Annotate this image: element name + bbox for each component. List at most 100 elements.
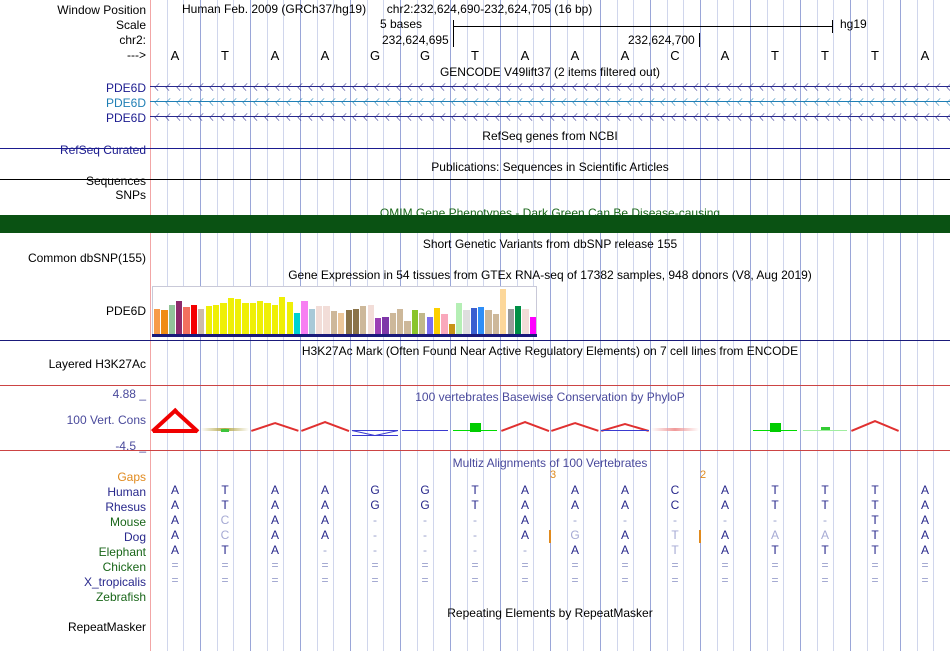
label-species-mouse[interactable]: Mouse [109, 515, 146, 529]
gtex-tissue-bar[interactable] [367, 305, 374, 335]
gtex-tissue-bar[interactable] [249, 303, 256, 335]
gtex-tissue-bar[interactable] [470, 307, 477, 335]
gtex-tissue-bar[interactable] [500, 289, 507, 335]
gtex-tissue-bar[interactable] [308, 308, 315, 335]
gtex-tissue-bar[interactable] [176, 301, 183, 335]
label-species-chicken[interactable]: Chicken [102, 560, 146, 574]
gtex-tissue-bar[interactable] [463, 310, 470, 335]
gtex-tissue-bar[interactable] [227, 298, 234, 335]
alignment-base: = [671, 558, 679, 572]
gtex-tissue-bar[interactable] [161, 310, 168, 335]
gtex-tissue-bar[interactable] [492, 314, 500, 335]
label-refseq-curated[interactable]: RefSeq Curated [59, 143, 146, 157]
gtex-tissue-bar[interactable] [338, 313, 345, 335]
refseq-feature-line[interactable] [0, 148, 950, 149]
gtex-tissue-bar[interactable] [345, 310, 352, 335]
label-gene-pde6d-2[interactable]: PDE6D [105, 96, 146, 110]
label-species-dog[interactable]: Dog [123, 530, 146, 544]
label-cons-track[interactable]: 100 Vert. Cons [66, 413, 146, 427]
gtex-tissue-bar[interactable] [279, 296, 286, 335]
label-species-human[interactable]: Human [107, 485, 146, 499]
gtex-tissue-bar[interactable] [257, 300, 264, 335]
gene-direction-arrow [572, 98, 581, 106]
label-sequences[interactable]: Sequences [85, 174, 146, 188]
gene-direction-arrow [440, 98, 449, 106]
gene-row-arrows-3[interactable] [150, 111, 950, 122]
label-species-x-tropicalis[interactable]: X_tropicalis [83, 575, 146, 589]
omim-gene-bar[interactable] [0, 215, 950, 233]
gtex-tissue-bar[interactable] [455, 303, 463, 335]
alignment-base: = [871, 573, 879, 587]
alignment-base: A [320, 528, 329, 542]
label-repeatmasker[interactable]: RepeatMasker [67, 620, 146, 634]
gtex-tissue-bar[interactable] [448, 323, 455, 335]
label-layered-h3k27ac[interactable]: Layered H3K27Ac [48, 357, 146, 371]
gtex-tissue-bar[interactable] [154, 308, 161, 335]
gene-direction-arrow [264, 113, 273, 121]
alignment-base: T [471, 483, 479, 497]
label-species-rhesus[interactable]: Rhesus [105, 500, 146, 514]
phylop-conservation-plot[interactable] [150, 400, 950, 450]
gtex-tissue-bar[interactable] [235, 299, 242, 335]
gene-direction-arrow [902, 98, 911, 106]
gene-direction-arrow [363, 113, 372, 121]
gtex-tissue-bar[interactable] [242, 303, 249, 335]
label-gtex-pde6d[interactable]: PDE6D [105, 304, 146, 318]
gtex-tissue-bar[interactable] [205, 306, 212, 335]
gtex-tissue-bar[interactable] [286, 302, 293, 335]
gtex-tissue-bar[interactable] [426, 317, 433, 335]
gtex-tissue-bar[interactable] [374, 318, 382, 335]
gtex-expression-barchart[interactable] [152, 286, 537, 336]
label-common-dbsnp[interactable]: Common dbSNP(155) [27, 251, 146, 265]
gtex-tissue-bar[interactable] [293, 313, 301, 335]
gene-row-arrows-1[interactable] [150, 81, 950, 92]
gtex-tissue-bar[interactable] [271, 304, 279, 335]
gtex-tissue-bar[interactable] [522, 309, 529, 335]
gtex-tissue-bar[interactable] [316, 306, 323, 335]
gtex-tissue-bar[interactable] [382, 316, 389, 335]
gene-direction-arrow [715, 83, 724, 91]
gtex-tissue-bar[interactable] [529, 317, 536, 335]
alignment-base: = [171, 573, 179, 587]
gtex-tissue-bar[interactable] [507, 308, 514, 335]
scale-bar-tick-left [453, 20, 454, 33]
gtex-tissue-bar[interactable] [198, 308, 205, 335]
gtex-tissue-bar[interactable] [441, 314, 448, 335]
publications-feature-line[interactable] [0, 179, 950, 180]
alignment-base: A [170, 513, 179, 527]
gtex-tissue-bar[interactable] [404, 320, 411, 335]
gtex-tissue-bar[interactable] [323, 306, 330, 335]
gtex-tissue-bar[interactable] [478, 307, 485, 335]
gtex-tissue-bar[interactable] [514, 306, 522, 335]
gtex-tissue-bar[interactable] [264, 303, 271, 335]
gtex-tissue-bar[interactable] [389, 312, 396, 335]
gtex-tissue-bar[interactable] [190, 304, 198, 335]
gtex-tissue-bar[interactable] [419, 312, 426, 335]
label-snps[interactable]: SNPs [115, 188, 146, 202]
label-gene-pde6d-1[interactable]: PDE6D [105, 81, 146, 95]
gtex-tissue-bar[interactable] [433, 307, 441, 335]
gtex-tissue-bar[interactable] [397, 308, 404, 335]
label-gene-pde6d-3[interactable]: PDE6D [105, 111, 146, 125]
gtex-tissue-bar[interactable] [168, 304, 175, 335]
gtex-tissue-bar[interactable] [352, 308, 360, 335]
gene-row-arrows-2[interactable] [150, 96, 950, 107]
gene-direction-arrow [605, 113, 614, 121]
label-species-elephant[interactable]: Elephant [98, 545, 146, 559]
gtex-tissue-bar[interactable] [485, 310, 492, 335]
gtex-tissue-bar[interactable] [330, 311, 338, 335]
gene-direction-arrow [297, 83, 306, 91]
gene-direction-arrow [869, 83, 878, 91]
gtex-tissue-bar[interactable] [212, 304, 220, 335]
label-species-zebrafish[interactable]: Zebrafish [95, 590, 146, 604]
gene-direction-arrow [539, 83, 548, 91]
gtex-tissue-bar[interactable] [411, 310, 419, 335]
gtex-tissue-bar[interactable] [360, 306, 367, 335]
gtex-tissue-bar[interactable] [220, 303, 227, 335]
gtex-tissue-bar[interactable] [301, 301, 308, 335]
gtex-tissue-bar[interactable] [183, 307, 190, 335]
gene-direction-arrow [715, 98, 724, 106]
gridline-minor [817, 0, 818, 651]
